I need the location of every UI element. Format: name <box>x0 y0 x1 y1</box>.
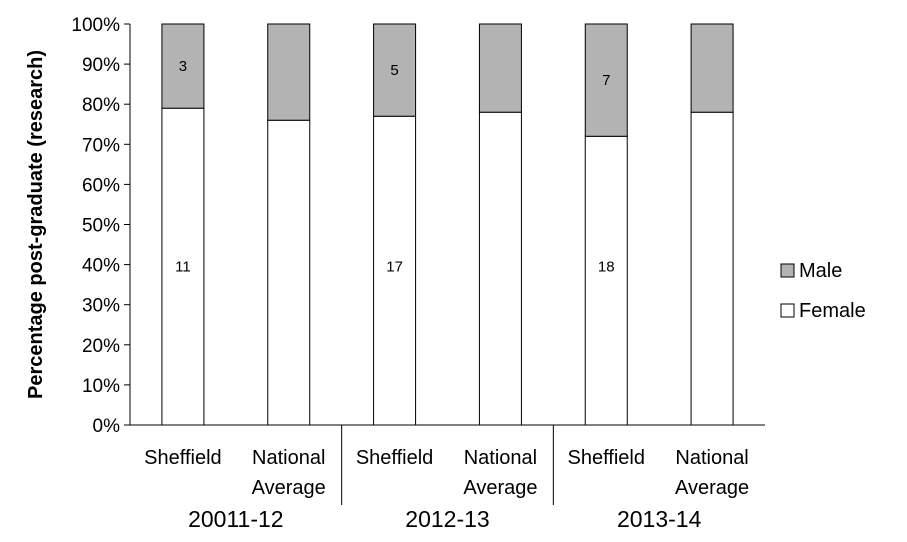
bar-segment-female <box>161 107 205 426</box>
legend-label-male: Male <box>799 260 842 282</box>
category-label: Sheffield <box>144 447 221 469</box>
y-tick-label: 30% <box>82 296 120 317</box>
group-label: 20011-12 <box>188 506 284 532</box>
category-label: Sheffield <box>568 447 645 469</box>
bar-segment-female <box>373 115 417 426</box>
bar-segment-male <box>478 23 522 113</box>
bar-segment-male <box>584 23 628 137</box>
bar-segment-female <box>690 111 734 426</box>
y-tick-label: 60% <box>82 175 120 196</box>
group-label: 2013-14 <box>617 506 702 532</box>
data-label: 17 <box>386 259 403 276</box>
bar-segment-female <box>584 135 628 426</box>
legend-label-female: Female <box>799 300 866 322</box>
data-label: 7 <box>602 72 610 89</box>
bar-segment-female <box>478 111 522 426</box>
y-tick-label: 50% <box>82 216 120 237</box>
category-label: Average <box>252 477 326 499</box>
y-tick-label: 20% <box>82 336 120 357</box>
y-tick-label: 0% <box>93 416 121 437</box>
y-axis-title: Percentage post-graduate (research) <box>25 50 47 399</box>
bar-segment-male <box>267 23 311 121</box>
y-tick-label: 100% <box>71 15 120 36</box>
category-label: National <box>675 447 748 469</box>
legend-swatch-female <box>780 303 795 318</box>
bar-segment-female <box>267 119 311 426</box>
data-label: 11 <box>175 259 191 276</box>
data-label: 5 <box>390 62 398 79</box>
category-label: Sheffield <box>356 447 433 469</box>
y-tick-label: 80% <box>82 95 120 116</box>
y-tick-label: 70% <box>82 135 120 156</box>
bar-segment-male <box>161 23 205 109</box>
bar-segment-male <box>690 23 734 113</box>
y-tick-label: 90% <box>82 55 120 76</box>
y-tick-label: 40% <box>82 256 120 277</box>
category-label: National <box>252 447 325 469</box>
data-label: 3 <box>179 58 187 75</box>
category-label: Average <box>675 477 749 499</box>
category-label: Average <box>463 477 537 499</box>
category-label: National <box>464 447 537 469</box>
legend-swatch-male <box>780 263 795 278</box>
data-label: 18 <box>598 259 615 276</box>
y-tick-label: 10% <box>82 376 120 397</box>
group-label: 2012-13 <box>405 506 489 532</box>
bar-segment-male <box>373 23 417 117</box>
